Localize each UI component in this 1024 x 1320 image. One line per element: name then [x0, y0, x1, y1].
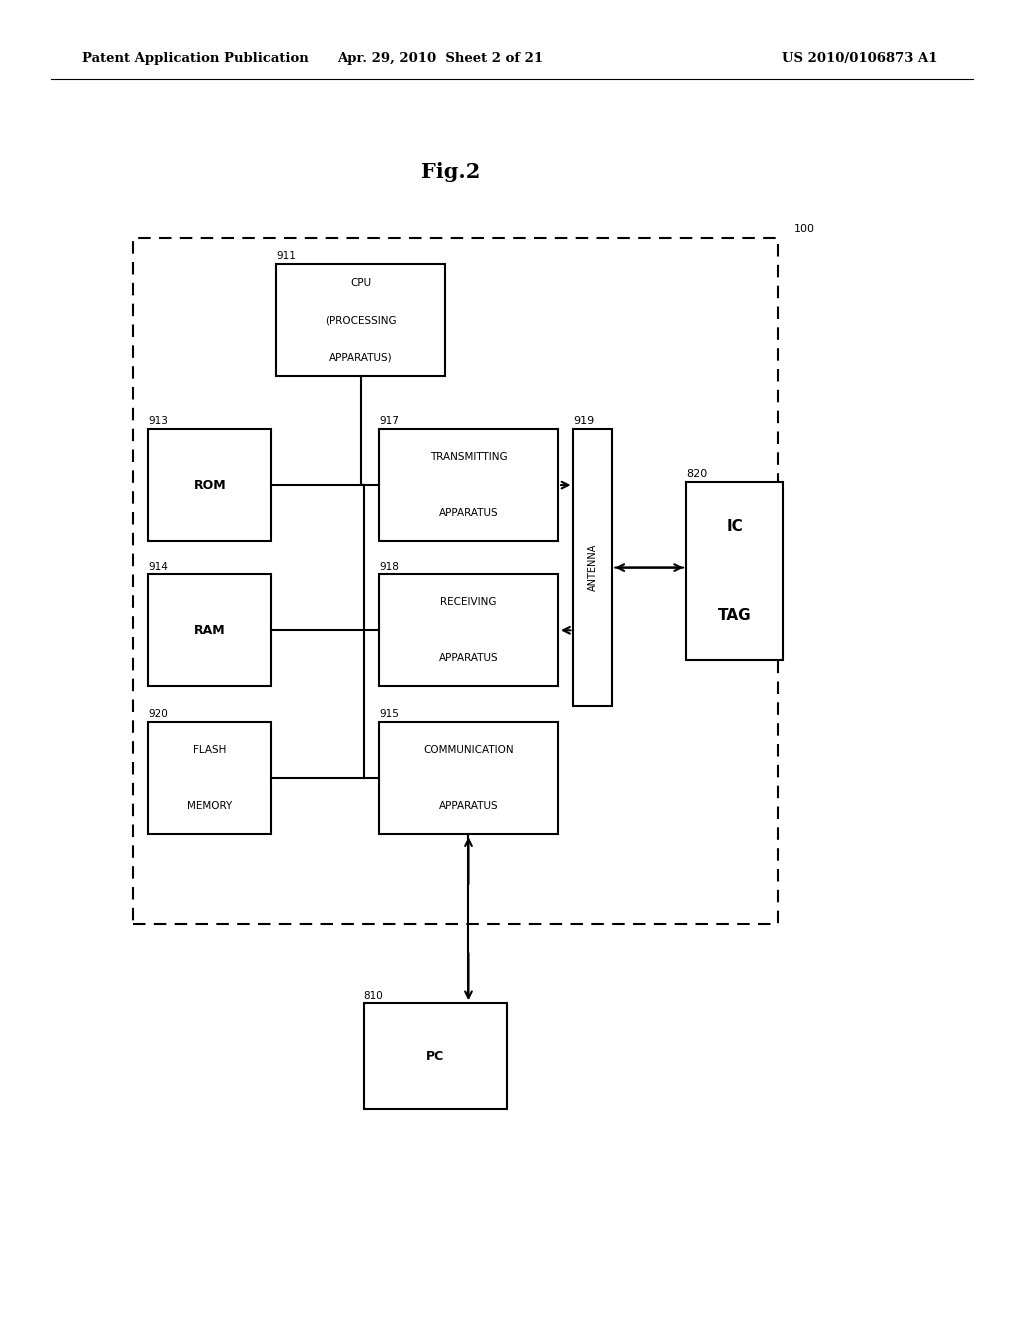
Text: IC: IC: [726, 519, 743, 533]
Text: (PROCESSING: (PROCESSING: [326, 315, 396, 325]
Bar: [133, 238, 778, 924]
Text: TRANSMITTING: TRANSMITTING: [430, 451, 507, 462]
Text: Fig.2: Fig.2: [421, 161, 480, 182]
Text: 911: 911: [276, 251, 296, 261]
Text: FLASH: FLASH: [194, 744, 226, 755]
Bar: [148, 722, 271, 834]
Text: MEMORY: MEMORY: [187, 801, 232, 812]
Text: COMMUNICATION: COMMUNICATION: [423, 744, 514, 755]
Text: APPARATUS: APPARATUS: [438, 653, 499, 664]
Bar: [148, 574, 271, 686]
Text: 918: 918: [379, 561, 398, 572]
Bar: [276, 264, 445, 376]
Text: CPU: CPU: [350, 277, 372, 288]
Text: APPARATUS: APPARATUS: [438, 508, 499, 519]
Text: US 2010/0106873 A1: US 2010/0106873 A1: [782, 51, 938, 65]
Bar: [573, 429, 612, 706]
Text: 100: 100: [794, 223, 815, 234]
Text: TAG: TAG: [718, 609, 752, 623]
Text: 810: 810: [364, 990, 383, 1001]
Text: 914: 914: [148, 561, 168, 572]
Text: Patent Application Publication: Patent Application Publication: [82, 51, 308, 65]
Text: 915: 915: [379, 709, 398, 719]
Bar: [686, 482, 783, 660]
Text: Apr. 29, 2010  Sheet 2 of 21: Apr. 29, 2010 Sheet 2 of 21: [337, 51, 544, 65]
Text: RECEIVING: RECEIVING: [440, 597, 497, 607]
Text: 920: 920: [148, 709, 168, 719]
Bar: [364, 1003, 507, 1109]
Bar: [379, 429, 558, 541]
Text: PC: PC: [426, 1049, 444, 1063]
Text: APPARATUS: APPARATUS: [438, 801, 499, 812]
Bar: [148, 429, 271, 541]
Text: APPARATUS): APPARATUS): [329, 352, 393, 363]
Bar: [379, 574, 558, 686]
Bar: [379, 722, 558, 834]
Text: ROM: ROM: [194, 479, 226, 491]
Text: 919: 919: [573, 416, 595, 426]
Text: 820: 820: [686, 469, 708, 479]
Text: 913: 913: [148, 416, 168, 426]
Text: ANTENNA: ANTENNA: [588, 544, 598, 591]
Text: RAM: RAM: [195, 624, 225, 636]
Text: 917: 917: [379, 416, 398, 426]
